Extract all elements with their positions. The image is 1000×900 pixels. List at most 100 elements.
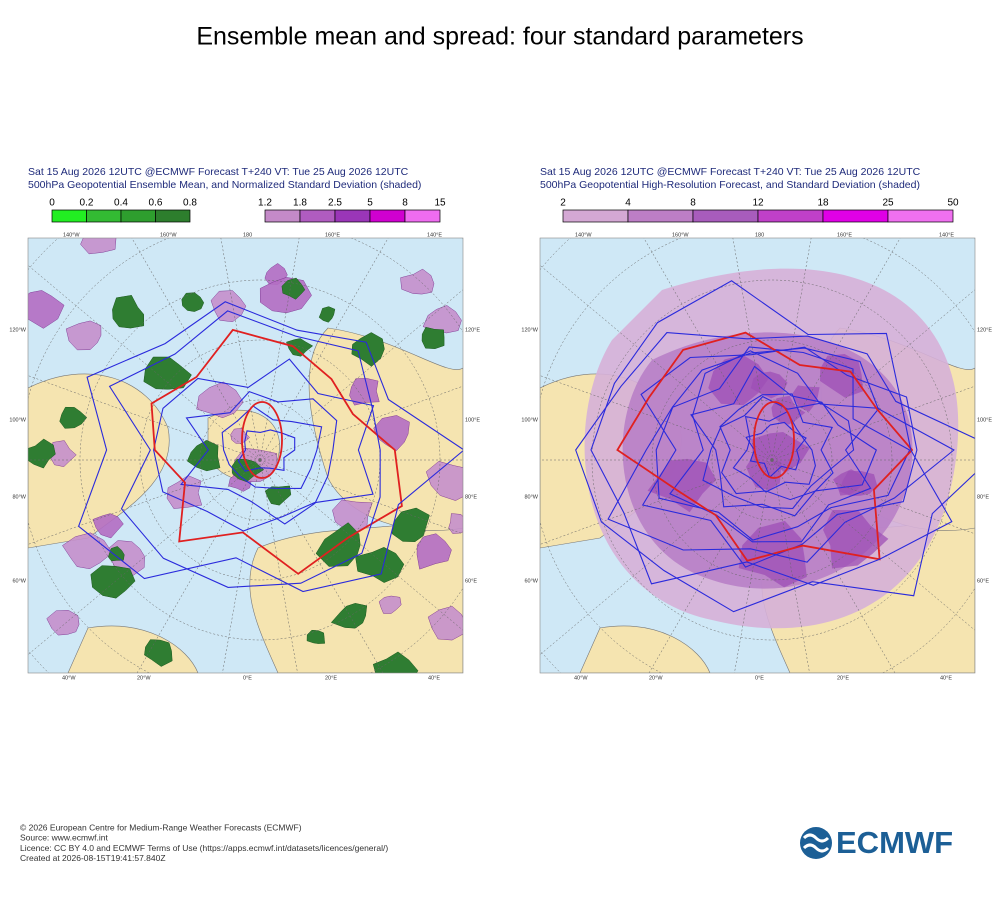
spread-shading <box>372 651 419 673</box>
spread-shading <box>416 533 452 570</box>
lon-label: 180 <box>755 232 764 238</box>
colorbar-label: 1.8 <box>293 198 307 209</box>
logo-text: ECMWF <box>836 825 953 860</box>
colorbar-box <box>757 209 824 223</box>
graticule <box>771 459 896 673</box>
contour <box>719 393 834 501</box>
colorbar-box <box>334 209 371 223</box>
lat-label: 120°W <box>521 327 538 333</box>
graticule <box>28 265 261 461</box>
spread-shading <box>108 546 125 562</box>
spread-shading <box>46 610 80 636</box>
graticule <box>732 238 773 461</box>
colorbar-box <box>887 209 954 223</box>
spread-shading <box>28 290 65 329</box>
spread-shading <box>306 629 325 644</box>
colorbar-box <box>51 209 87 223</box>
lat-label: 80°W <box>524 494 538 500</box>
colorbar-label: 50 <box>947 198 959 209</box>
lon-label: 0°E <box>755 675 764 681</box>
graticule <box>222 459 261 673</box>
panel-header: 500hPa Geopotential High-Resolution Fore… <box>540 179 920 191</box>
contour <box>153 358 375 532</box>
colorbar-label: 0.8 <box>183 198 197 209</box>
lon-label: 0°E <box>243 675 252 681</box>
spread-shading <box>400 268 435 295</box>
colorbar-label: 4 <box>625 198 631 209</box>
colorbar-box <box>627 209 694 223</box>
lon-label: 160°W <box>160 232 177 238</box>
lon-label: 40°W <box>574 675 588 681</box>
lon-label: 140°E <box>427 232 442 238</box>
contour <box>590 280 953 586</box>
colorbar-box <box>86 209 122 223</box>
graticule <box>540 459 773 655</box>
lat-label: 80°E <box>977 494 989 500</box>
page-title: Ensemble mean and spread: four standard … <box>196 23 803 51</box>
contour <box>108 310 381 588</box>
footer-line: Source: www.ecmwf.int <box>20 833 108 843</box>
panel-header: 500hPa Geopotential Ensemble Mean, and N… <box>28 179 421 191</box>
graticule <box>648 459 773 673</box>
lon-label: 20°E <box>837 675 849 681</box>
graticule <box>131 238 261 461</box>
colorbar-label: 25 <box>882 198 894 209</box>
lon-label: 20°W <box>137 675 151 681</box>
graticule <box>771 459 975 535</box>
graticule <box>259 238 389 461</box>
colorbar-label: 5 <box>367 198 373 209</box>
graticule <box>771 459 810 673</box>
spread-shading <box>281 277 306 300</box>
colorbar-box <box>692 209 759 223</box>
spread-shading <box>823 510 889 569</box>
colorbar-label: 8 <box>402 198 408 209</box>
logo-mark <box>800 827 832 859</box>
contour <box>150 328 403 575</box>
map-frame <box>27 237 464 674</box>
contour <box>77 301 463 593</box>
spread-shading <box>647 458 717 513</box>
colorbar-label: 2 <box>560 198 566 209</box>
panel-header: Sat 15 Aug 2026 12UTC @ECMWF Forecast T+… <box>540 166 921 178</box>
contour <box>575 332 975 613</box>
lon-label: 160°W <box>672 232 689 238</box>
spread-shading <box>318 306 336 323</box>
logo-waves <box>802 833 830 853</box>
lat-label: 60°E <box>465 578 477 584</box>
graticule <box>220 238 261 461</box>
lat-label: 120°E <box>977 327 992 333</box>
spread-shading <box>181 292 205 312</box>
spread-shading <box>144 639 173 667</box>
lat-label: 100°E <box>465 417 480 423</box>
spread-shading <box>90 565 136 599</box>
lon-label: 140°W <box>575 232 592 238</box>
lat-label: 60°W <box>12 578 26 584</box>
colorbar-label: 12 <box>752 198 764 209</box>
contour <box>237 429 296 472</box>
spread-shading <box>421 326 445 349</box>
graticule <box>259 459 463 535</box>
lat-label: 120°E <box>465 327 480 333</box>
colorbar-label: 0 <box>49 198 55 209</box>
colorbar-label: 1.2 <box>258 198 272 209</box>
colorbar-label: 0.2 <box>80 198 94 209</box>
map-panel: Sat 15 Aug 2026 12UTC @ECMWF Forecast T+… <box>9 166 480 682</box>
lat-label: 60°E <box>977 578 989 584</box>
graticule <box>136 459 261 673</box>
lat-label: 100°W <box>521 417 538 423</box>
graticule <box>540 375 773 461</box>
graticule <box>259 385 463 461</box>
spread-shading <box>92 513 124 539</box>
spread-shading <box>28 438 56 469</box>
colorbar-box <box>369 209 406 223</box>
spread-shading <box>378 595 402 614</box>
map <box>28 238 463 673</box>
lat-label: 60°W <box>524 578 538 584</box>
graticule <box>540 459 773 545</box>
graticule <box>771 238 901 461</box>
graticule <box>771 238 812 461</box>
spread-shading <box>80 238 117 255</box>
lon-label: 180 <box>243 232 252 238</box>
colorbar-box <box>155 209 191 223</box>
